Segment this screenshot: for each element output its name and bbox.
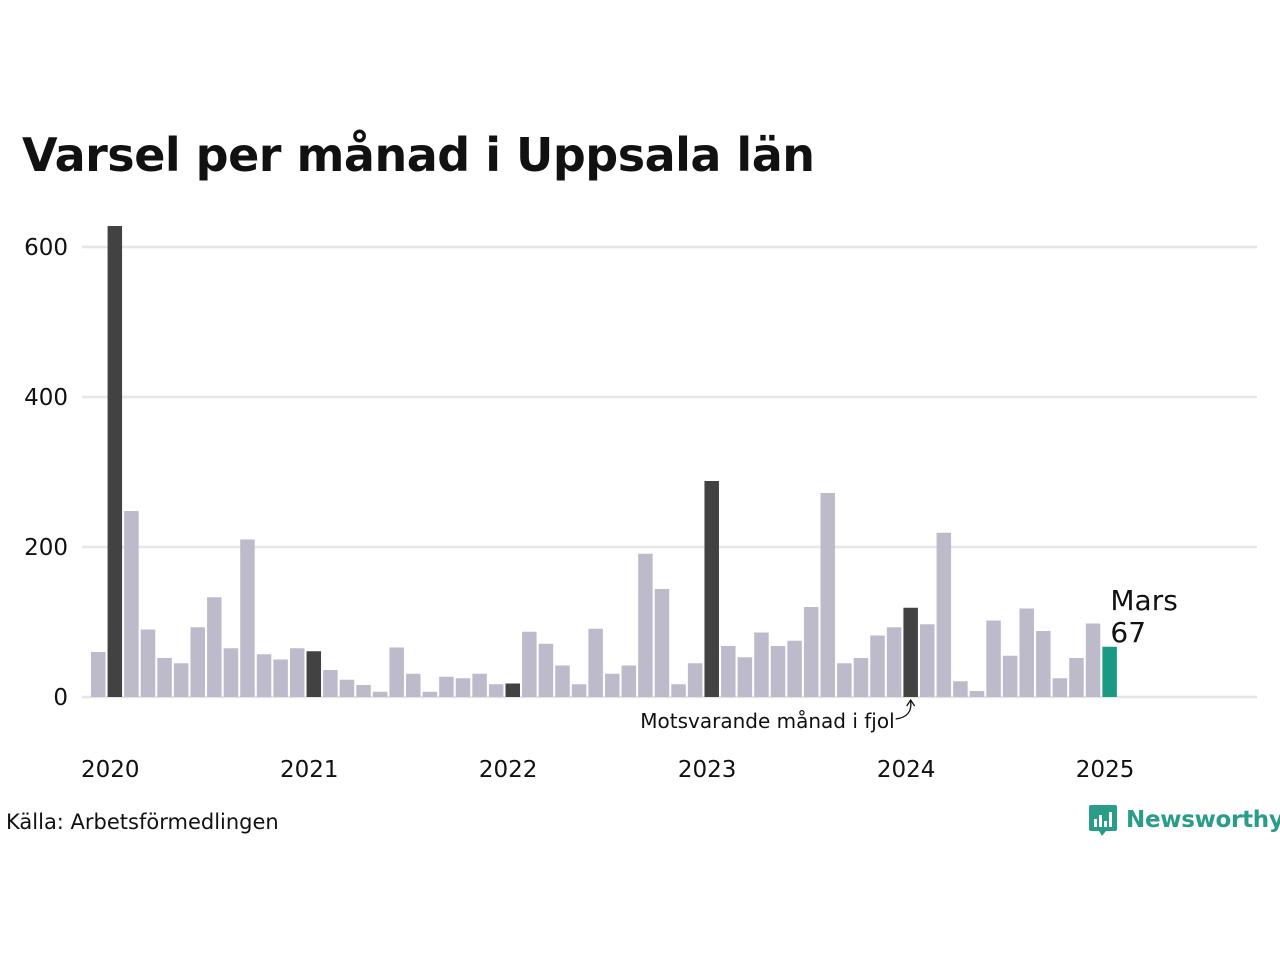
bar-37 <box>704 481 719 697</box>
current-value-label: 67 <box>1110 616 1146 649</box>
previous-year-label: Motsvarande månad i fjol <box>640 709 894 733</box>
bar-33 <box>638 553 653 697</box>
bar-17 <box>372 691 388 697</box>
bar-58 <box>1052 678 1068 697</box>
x-tick-label: 2022 <box>479 757 538 783</box>
bar-28 <box>555 665 570 697</box>
bar-5 <box>173 663 189 697</box>
bar-21 <box>439 676 454 697</box>
bar-0 <box>91 652 106 697</box>
bar-60 <box>1085 623 1101 697</box>
bar-27 <box>538 643 554 697</box>
bar-55 <box>1002 655 1018 697</box>
bar-51 <box>936 532 952 697</box>
bar-61 <box>1102 646 1117 697</box>
bar-8 <box>223 648 239 697</box>
bar-46 <box>853 658 869 697</box>
previous-year-arrow <box>895 698 916 720</box>
bar-16 <box>356 685 371 697</box>
bar-43 <box>803 607 819 697</box>
bar-48 <box>886 627 902 697</box>
bar-36 <box>687 663 703 697</box>
bar-38 <box>721 646 736 697</box>
bar-31 <box>604 673 620 697</box>
bar-54 <box>986 620 1001 697</box>
bar-6 <box>190 627 205 697</box>
bar-9 <box>240 539 255 697</box>
bar-59 <box>1069 658 1084 697</box>
x-tick-label: 2024 <box>877 757 936 783</box>
bar-32 <box>621 665 637 697</box>
bar-2 <box>124 511 139 697</box>
bar-26 <box>522 631 537 697</box>
x-tick-label: 2021 <box>280 757 339 783</box>
x-tick-label: 2023 <box>678 757 737 783</box>
x-tick-label: 2025 <box>1076 757 1135 783</box>
bar-15 <box>339 679 355 697</box>
bar-20 <box>422 691 438 697</box>
bar-19 <box>406 673 421 697</box>
y-tick-label: 400 <box>24 385 68 411</box>
bar-40 <box>754 632 769 697</box>
newsworthy-logo: Newsworthy <box>1088 803 1280 837</box>
bar-4 <box>157 658 172 697</box>
current-month-label: Mars <box>1110 584 1177 617</box>
bar-24 <box>488 684 504 697</box>
bar-52 <box>953 681 968 697</box>
bar-53 <box>969 691 985 697</box>
source-note: Källa: Arbetsförmedlingen <box>6 810 279 834</box>
bar-34 <box>654 589 670 697</box>
bar-14 <box>323 670 338 697</box>
bar-49 <box>903 607 918 697</box>
bar-18 <box>389 647 404 697</box>
bar-7 <box>207 597 222 697</box>
bar-45 <box>837 663 852 697</box>
x-tick-label: 2020 <box>81 757 140 783</box>
bar-39 <box>737 657 753 697</box>
bar-10 <box>256 654 272 697</box>
bar-23 <box>472 673 487 697</box>
bar-22 <box>455 678 471 697</box>
annotations: Mars 67 Motsvarande månad i fjol <box>640 584 1178 733</box>
newsworthy-chart-icon <box>1089 805 1117 836</box>
bar-30 <box>588 628 603 697</box>
y-tick-label: 0 <box>53 685 68 711</box>
bar-44 <box>820 493 836 697</box>
bar-41 <box>770 646 786 697</box>
bar-57 <box>1036 631 1051 697</box>
bar-1 <box>107 226 123 697</box>
bar-56 <box>1019 608 1034 697</box>
bar-29 <box>571 684 587 697</box>
chart-title: Varsel per månad i Uppsala län <box>22 128 815 182</box>
y-tick-label: 600 <box>24 235 68 261</box>
bar-35 <box>671 684 686 697</box>
bar-12 <box>289 648 305 697</box>
bar-47 <box>870 635 885 697</box>
bar-13 <box>306 651 322 697</box>
axis-labels: 0 200 400 600 2020 2021 2022 2023 2024 2025 <box>24 235 1134 783</box>
bar-3 <box>140 629 156 697</box>
y-tick-label: 200 <box>24 535 68 561</box>
brand-name: Newsworthy <box>1126 807 1280 833</box>
gridlines <box>82 245 1257 699</box>
bars <box>91 226 1117 697</box>
bar-50 <box>920 624 935 697</box>
bar-11 <box>273 659 288 697</box>
bar-42 <box>787 640 802 697</box>
bar-25 <box>505 683 520 697</box>
